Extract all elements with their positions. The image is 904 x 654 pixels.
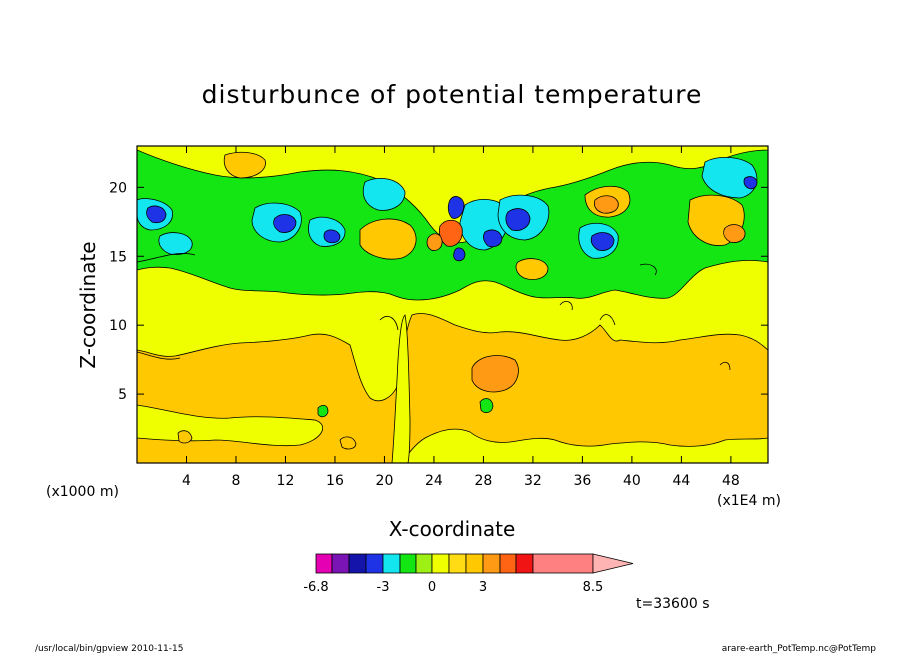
x-tick-label: 20 bbox=[376, 473, 394, 489]
x-axis-title: X-coordinate bbox=[389, 517, 516, 541]
colorbar-tick-label: -6.8 bbox=[303, 580, 328, 595]
plot-frame bbox=[136, 145, 769, 464]
colorbar-swatch bbox=[331, 553, 350, 574]
x-tick-label: 4 bbox=[182, 473, 191, 489]
blue-patch bbox=[590, 232, 615, 251]
y-axis: 5 10 15 20 bbox=[109, 180, 768, 403]
blue-patch bbox=[453, 247, 466, 262]
x-tick-label: 40 bbox=[623, 473, 641, 489]
x-tick-label: 36 bbox=[573, 473, 591, 489]
colorbar-swatch bbox=[365, 553, 384, 574]
dark-orange-patch bbox=[594, 195, 619, 214]
colorbar-swatch bbox=[515, 553, 534, 574]
colorbar-swatch bbox=[315, 553, 333, 574]
colorbar-tick-label: 0 bbox=[428, 580, 436, 595]
dark-orange-blob bbox=[471, 355, 519, 393]
footer-right: arare-earth_PotTemp.nc@PotTemp bbox=[722, 644, 877, 654]
blue-patch bbox=[273, 214, 297, 233]
x-tick-label: 48 bbox=[722, 473, 740, 489]
colorbar-swatch bbox=[415, 553, 433, 574]
x-tick-label: 12 bbox=[277, 473, 295, 489]
y-tick-label: 10 bbox=[109, 318, 127, 334]
dark-orange-patch bbox=[723, 224, 746, 243]
colorbar: -6.8 -3 0 3 8.5 bbox=[303, 553, 634, 595]
orange-patch bbox=[223, 151, 266, 179]
colorbar-swatch bbox=[431, 553, 450, 574]
colorbar-swatch bbox=[348, 553, 367, 574]
chart-title: disturbunce of potential temperature bbox=[202, 80, 703, 109]
x-axis: 4 8 12 16 20 24 28 32 36 40 44 48 bbox=[182, 146, 740, 489]
orange-patch bbox=[359, 218, 417, 260]
colorbar-swatch bbox=[532, 553, 594, 574]
contour-lines bbox=[137, 253, 731, 371]
y-tick-label: 20 bbox=[109, 180, 127, 196]
small-orange-feature bbox=[177, 430, 193, 444]
cyan-patch bbox=[362, 177, 406, 211]
blue-patch bbox=[447, 196, 465, 219]
cyan-patch bbox=[158, 232, 193, 255]
blue-patch bbox=[483, 229, 503, 248]
colorbar-swatch bbox=[448, 553, 467, 574]
colorbar-swatch bbox=[482, 553, 501, 574]
footer-left: /usr/local/bin/gpview 2010-11-15 bbox=[35, 644, 183, 654]
x-scale-label: (x1E4 m) bbox=[717, 493, 781, 509]
colorbar-swatch bbox=[382, 553, 401, 574]
y-tick-label: 15 bbox=[109, 249, 127, 265]
y-tick-label: 5 bbox=[118, 387, 127, 403]
x-tick-label: 16 bbox=[326, 473, 344, 489]
time-label: t=33600 s bbox=[636, 596, 710, 612]
orange-patch bbox=[515, 258, 549, 280]
blue-patch bbox=[743, 176, 758, 190]
small-green-feature bbox=[317, 404, 329, 418]
red-core bbox=[439, 219, 463, 247]
x-unit-label: (x1000 m) bbox=[46, 484, 119, 500]
x-tick-label: 28 bbox=[475, 473, 493, 489]
x-tick-label: 24 bbox=[425, 473, 443, 489]
blue-patch bbox=[146, 205, 167, 224]
colorbar-swatch bbox=[399, 553, 417, 574]
colorbar-tick-label: -3 bbox=[377, 580, 390, 595]
colorbar-swatch bbox=[465, 553, 484, 574]
y-axis-title: Z-coordinate bbox=[76, 241, 100, 368]
red-core bbox=[426, 233, 443, 251]
small-orange-feature bbox=[339, 436, 357, 450]
vertical-gap bbox=[391, 314, 411, 463]
x-tick-label: 8 bbox=[232, 473, 241, 489]
blue-patch bbox=[323, 229, 341, 244]
contour-field bbox=[137, 146, 768, 463]
x-tick-label: 44 bbox=[672, 473, 690, 489]
colorbar-swatch bbox=[499, 553, 517, 574]
x-tick-label: 32 bbox=[524, 473, 542, 489]
colorbar-tick-label: 8.5 bbox=[583, 580, 604, 595]
colorbar-tick-label: 3 bbox=[479, 580, 487, 595]
colorbar-extend-arrow bbox=[592, 553, 634, 574]
blue-patch bbox=[505, 208, 531, 231]
small-green-feature bbox=[479, 398, 494, 414]
